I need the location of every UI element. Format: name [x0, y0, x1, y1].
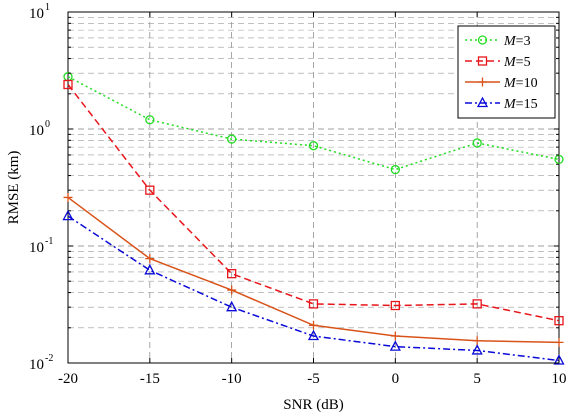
- data-point: [62, 209, 74, 221]
- legend-var: M: [503, 76, 517, 91]
- y-tick-base: 10: [29, 357, 44, 373]
- legend-value: =10: [516, 76, 538, 91]
- x-tick-label: 0: [392, 371, 400, 387]
- x-axis-title: SNR (dB): [283, 397, 343, 413]
- data-point: [226, 300, 238, 312]
- y-tick-exponent: -2: [45, 353, 53, 364]
- legend-label: M=5: [503, 55, 531, 70]
- y-tick-label: 10: [29, 240, 44, 256]
- data-point: [227, 134, 237, 144]
- x-tick-label: -5: [307, 371, 320, 387]
- legend-var: M: [503, 97, 517, 112]
- data-point: [390, 300, 400, 311]
- data-point: [553, 354, 565, 365]
- data-point: [308, 299, 319, 309]
- series-2: [63, 192, 564, 347]
- data-point: [478, 77, 487, 87]
- legend-label: M=15: [503, 97, 538, 112]
- series-line: [67, 84, 560, 322]
- y-tick-exponent: 0: [45, 119, 50, 130]
- y-axis-title: RMSE (km): [6, 151, 22, 225]
- y-tick-label: 10: [29, 123, 44, 139]
- x-tick-label: -20: [58, 371, 78, 387]
- legend-label: M=3: [503, 34, 531, 49]
- data-point: [145, 185, 155, 195]
- y-tick-label: 10: [29, 357, 44, 373]
- series-layer: [62, 72, 565, 365]
- data-point: [145, 115, 155, 125]
- x-tick-label: 5: [473, 371, 481, 387]
- data-point: [477, 56, 488, 66]
- series-3: [62, 209, 565, 365]
- data-point: [472, 336, 482, 346]
- data-point: [308, 141, 319, 151]
- x-tick-label: -10: [222, 371, 242, 387]
- data-point: [390, 331, 400, 341]
- y-tick-exponent: 1: [45, 2, 50, 13]
- y-tick-exponent: -1: [45, 236, 53, 247]
- data-point: [145, 254, 155, 264]
- x-tick-label: -15: [140, 371, 160, 387]
- data-point: [309, 320, 318, 330]
- y-tick-base: 10: [29, 240, 44, 256]
- series-line: [67, 196, 560, 344]
- legend: M=3M=5M=10M=15: [457, 25, 556, 119]
- y-tick-label: 10: [29, 6, 44, 22]
- data-point: [476, 96, 489, 108]
- series-1: [63, 79, 564, 326]
- legend-value: =15: [516, 97, 538, 112]
- data-point: [471, 344, 483, 355]
- data-point: [554, 337, 564, 347]
- data-point: [389, 340, 401, 351]
- data-point: [63, 79, 73, 90]
- y-tick-base: 10: [29, 123, 44, 139]
- data-point: [472, 299, 482, 309]
- data-point: [63, 192, 73, 202]
- legend-var: M: [503, 55, 517, 70]
- legend-label: M=10: [503, 76, 538, 91]
- x-tick-label: 10: [552, 371, 567, 387]
- legend-box: [457, 25, 556, 119]
- legend-value: =3: [516, 34, 531, 49]
- data-point: [307, 329, 320, 341]
- legend-value: =5: [516, 55, 531, 70]
- data-point: [144, 263, 156, 275]
- data-point: [227, 269, 237, 279]
- data-point: [477, 35, 488, 45]
- data-point: [227, 285, 237, 295]
- series-line: [67, 215, 560, 362]
- y-tick-base: 10: [29, 6, 44, 22]
- legend-var: M: [503, 34, 517, 49]
- data-point: [390, 164, 400, 175]
- data-point: [472, 138, 482, 148]
- data-point: [554, 316, 564, 326]
